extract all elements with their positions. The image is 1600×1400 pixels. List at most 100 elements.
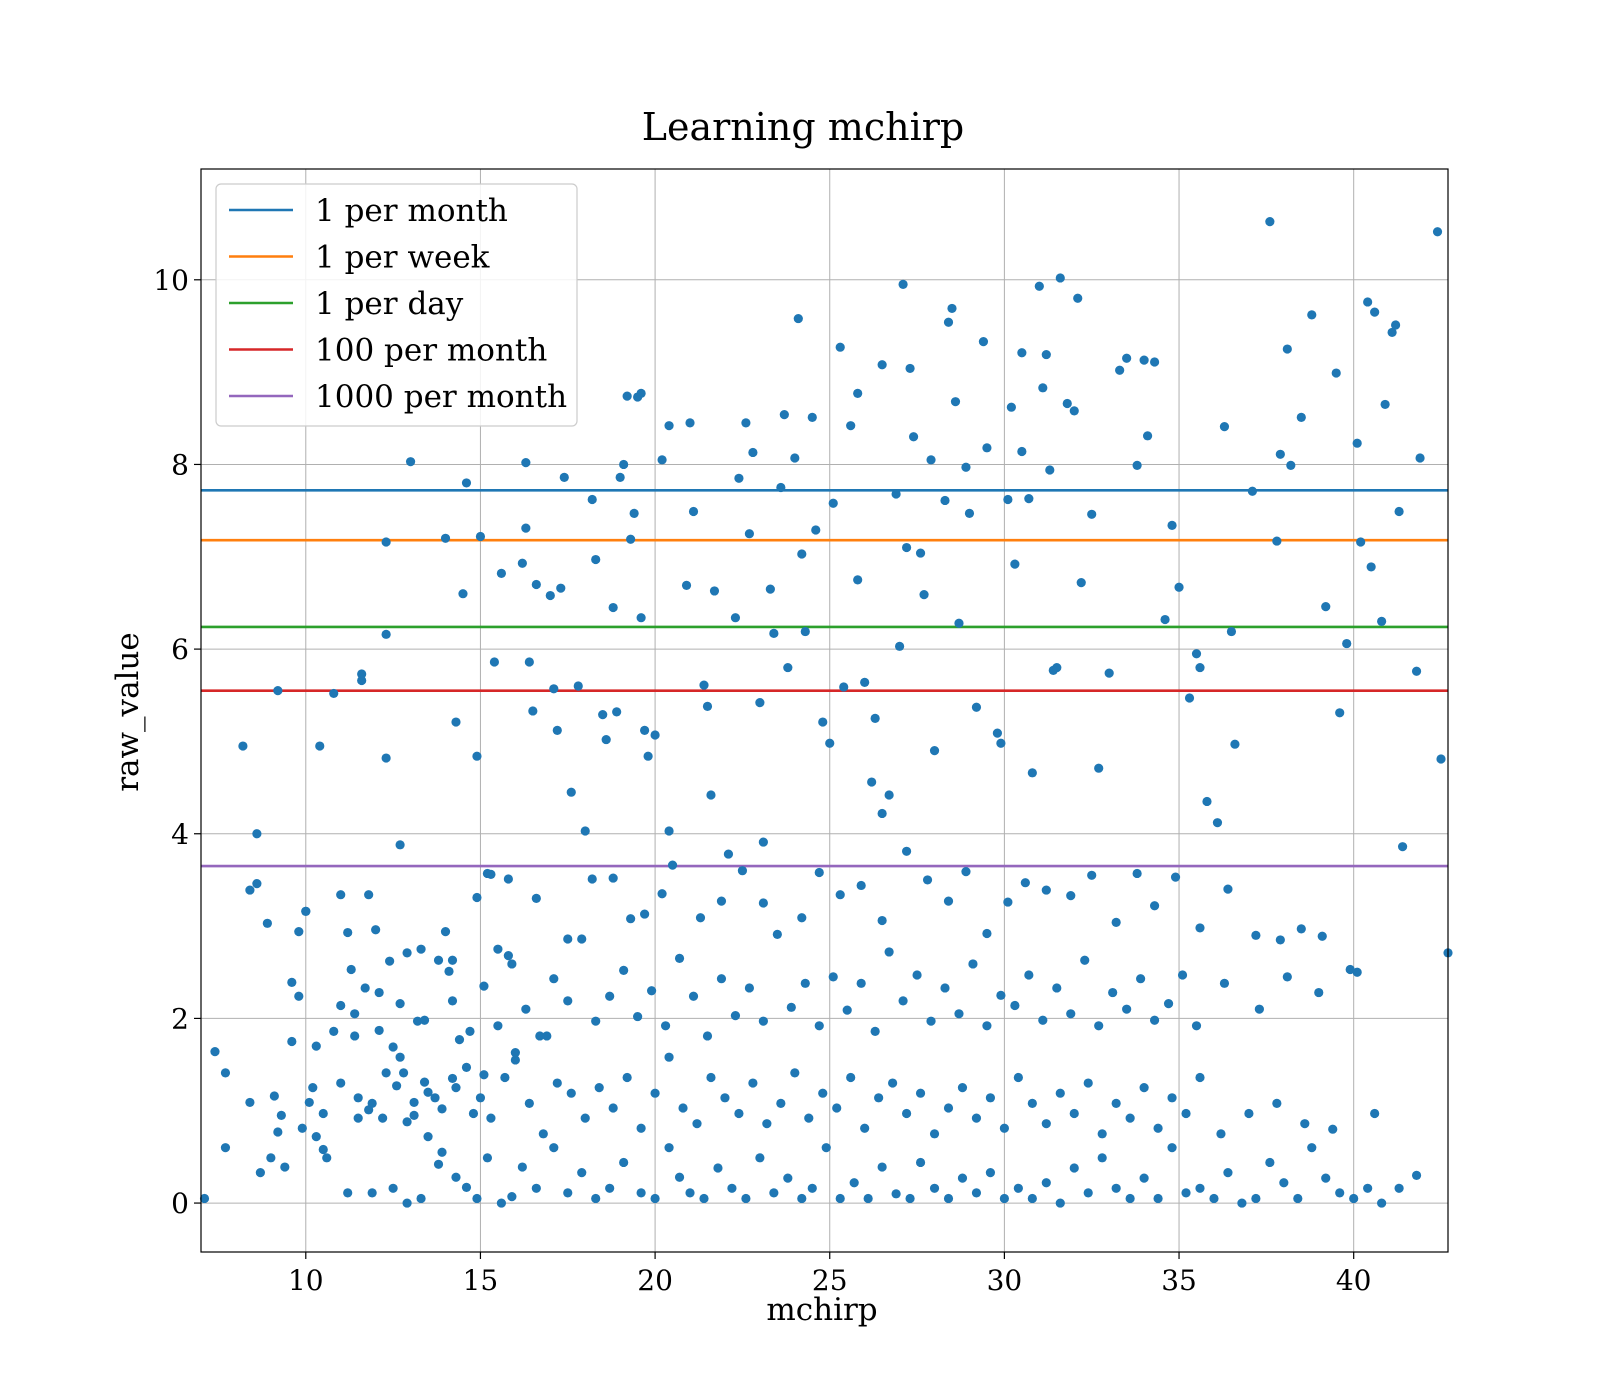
data-point — [716, 896, 727, 906]
data-point — [1282, 972, 1292, 982]
data-point — [1296, 412, 1306, 422]
data-point — [640, 909, 650, 919]
data-point — [716, 974, 727, 984]
data-point — [943, 896, 954, 906]
data-point — [1055, 273, 1065, 283]
data-point — [1275, 935, 1285, 945]
data-point — [901, 846, 912, 856]
data-point — [245, 885, 255, 895]
data-point — [1415, 453, 1425, 463]
data-point — [395, 999, 405, 1009]
data-point — [765, 584, 775, 594]
data-point — [1244, 1108, 1254, 1119]
data-point — [1139, 1083, 1149, 1093]
data-point — [531, 1183, 541, 1193]
data-point — [549, 684, 559, 694]
data-point — [381, 753, 391, 763]
data-point — [336, 1000, 346, 1011]
data-point — [1370, 1108, 1380, 1119]
data-point — [266, 1153, 276, 1163]
data-point — [874, 1093, 884, 1103]
data-point — [493, 1021, 503, 1031]
data-point — [1149, 901, 1160, 911]
data-point — [1216, 1129, 1226, 1139]
data-point — [479, 981, 489, 991]
data-point — [269, 1091, 279, 1101]
data-point — [496, 1198, 506, 1208]
legend: 1 per month 1 per week 1 per day 100 per mo… — [215, 183, 578, 427]
data-point — [1143, 431, 1153, 441]
data-point — [982, 928, 992, 939]
data-point — [912, 970, 922, 980]
data-point — [947, 303, 957, 314]
data-point — [1027, 1098, 1037, 1108]
data-point — [978, 337, 989, 347]
data-point — [853, 575, 863, 585]
data-point — [1041, 885, 1051, 895]
data-point — [957, 1083, 968, 1093]
data-point — [1069, 1163, 1079, 1173]
data-point — [1020, 878, 1030, 888]
data-point — [870, 1026, 880, 1036]
data-point — [605, 1183, 615, 1193]
data-point — [695, 913, 706, 923]
data-point — [287, 977, 297, 988]
data-point — [1038, 1015, 1048, 1025]
data-point — [856, 978, 866, 988]
data-point — [1132, 868, 1142, 879]
data-point — [308, 1083, 318, 1093]
data-point — [220, 1143, 231, 1153]
data-point — [447, 955, 458, 965]
data-point — [1006, 402, 1016, 412]
data-point — [587, 494, 597, 505]
data-point — [252, 879, 262, 889]
data-point — [545, 590, 555, 601]
data-point — [1251, 930, 1261, 940]
data-point — [1136, 974, 1146, 984]
data-point — [943, 1193, 954, 1204]
data-point — [922, 875, 933, 885]
data-point — [1335, 708, 1345, 718]
data-point — [776, 1098, 786, 1108]
data-point — [769, 1188, 779, 1198]
x-tick-label: 30 — [987, 1264, 1023, 1297]
data-point — [566, 1088, 576, 1098]
data-point — [419, 1077, 430, 1087]
data-point — [357, 669, 367, 679]
data-point — [898, 279, 908, 290]
data-point — [517, 558, 527, 568]
data-point — [1010, 1000, 1020, 1011]
data-point — [371, 925, 381, 935]
data-point — [908, 432, 919, 442]
data-point — [1094, 763, 1104, 773]
data-point — [940, 983, 950, 993]
data-point — [664, 1052, 674, 1062]
data-point — [957, 1173, 968, 1183]
data-point — [287, 1036, 297, 1047]
data-point — [1230, 739, 1240, 749]
data-point — [685, 418, 695, 428]
data-point — [451, 717, 461, 727]
data-point — [867, 777, 877, 787]
data-point — [846, 1072, 856, 1083]
data-point — [280, 1162, 290, 1172]
data-point — [1300, 1119, 1310, 1129]
data-point — [846, 421, 856, 431]
data-point — [472, 892, 482, 903]
data-point — [1387, 327, 1397, 338]
data-point — [360, 983, 370, 993]
data-point — [1153, 1123, 1163, 1133]
data-point — [730, 1011, 741, 1021]
data-point — [744, 529, 755, 539]
data-point — [294, 991, 304, 1001]
data-point — [430, 1093, 440, 1103]
data-point — [612, 707, 622, 717]
data-point — [619, 1157, 629, 1168]
data-point — [1181, 1188, 1191, 1198]
data-point — [835, 342, 845, 352]
data-point — [758, 837, 768, 847]
data-point — [381, 629, 391, 639]
data-point — [783, 662, 793, 673]
data-point — [1317, 931, 1327, 941]
